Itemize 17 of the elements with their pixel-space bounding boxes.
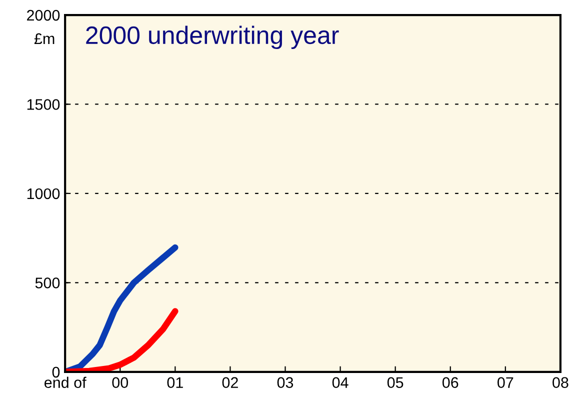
x-tick-label: 02 bbox=[222, 377, 238, 388]
x-tick-label: end of bbox=[44, 376, 86, 388]
x-tick-label: 04 bbox=[332, 377, 348, 388]
y-tick-label: 500 bbox=[35, 278, 60, 288]
x-tick-label: 03 bbox=[277, 377, 294, 388]
x-tick-label: 08 bbox=[552, 377, 568, 388]
chart-title: 2000 underwriting year bbox=[86, 26, 339, 50]
x-tick-label: 05 bbox=[387, 377, 404, 388]
y-axis-title: £m bbox=[34, 33, 54, 44]
y-tick-label: 1500 bbox=[27, 99, 60, 110]
y-tick-label: 0 bbox=[52, 366, 60, 378]
y-tick-label: 2000 bbox=[27, 10, 60, 21]
y-tick-label: 1000 bbox=[27, 188, 60, 200]
x-tick-label: 00 bbox=[112, 377, 128, 388]
x-tick-label: 01 bbox=[167, 377, 183, 388]
x-tick-label: 07 bbox=[498, 377, 514, 388]
x-tick-label: 06 bbox=[442, 377, 458, 388]
